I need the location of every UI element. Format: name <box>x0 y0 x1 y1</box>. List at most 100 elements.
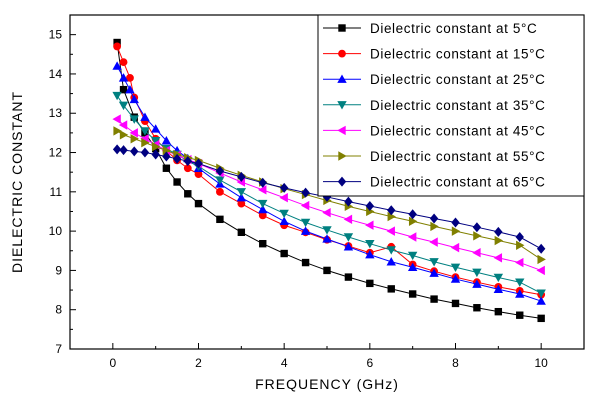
data-point <box>515 257 524 268</box>
data-point <box>515 289 525 298</box>
legend-swatch-marker <box>337 101 347 110</box>
series-2 <box>112 61 546 305</box>
data-point <box>408 290 417 298</box>
data-point <box>151 149 160 160</box>
data-point <box>118 73 129 82</box>
data-point <box>258 177 267 188</box>
data-point <box>429 237 438 247</box>
data-point <box>183 156 192 167</box>
data-point <box>365 220 374 230</box>
data-point <box>343 214 353 225</box>
legend-label: Dielectric constant at 65°C <box>370 175 545 190</box>
data-point <box>119 58 128 67</box>
data-point <box>365 249 375 259</box>
data-point <box>407 232 417 242</box>
data-point <box>236 188 247 197</box>
legend-entry: Dielectric constant at 65°C <box>323 175 545 190</box>
data-point <box>472 279 482 288</box>
legend-entry: Dielectric constant at 35°C <box>323 98 545 113</box>
data-point <box>537 254 546 265</box>
data-point <box>387 205 396 216</box>
x-tick-label: 0 <box>109 356 116 370</box>
data-point <box>172 153 182 164</box>
y-tick-label: 12 <box>49 146 63 160</box>
data-point <box>365 200 375 211</box>
legend-swatch-marker <box>337 74 347 83</box>
data-point <box>429 258 439 267</box>
data-point <box>112 114 121 124</box>
data-point <box>140 112 150 121</box>
data-point <box>113 42 122 51</box>
y-tick-label: 13 <box>49 106 63 120</box>
data-point <box>258 199 268 209</box>
data-point <box>129 128 138 138</box>
data-point <box>536 265 545 276</box>
data-point <box>258 204 268 214</box>
data-point <box>494 235 504 246</box>
legend-label: Dielectric constant at 5°C <box>370 21 537 36</box>
data-point <box>126 73 134 82</box>
data-point <box>279 216 289 225</box>
data-point <box>322 234 332 243</box>
data-point <box>473 231 482 241</box>
data-point <box>112 144 122 155</box>
data-point <box>140 147 150 158</box>
data-point <box>387 285 395 293</box>
data-point <box>516 240 525 250</box>
data-point <box>407 262 418 271</box>
legend-entry: Dielectric constant at 45°C <box>323 123 545 138</box>
data-point <box>516 311 524 319</box>
data-point <box>344 196 353 207</box>
y-tick-label: 15 <box>49 28 63 42</box>
y-tick-label: 8 <box>55 303 62 317</box>
data-point <box>194 170 203 179</box>
data-point <box>301 187 310 198</box>
x-tick-label: 2 <box>195 356 202 370</box>
data-point <box>119 130 129 140</box>
data-point <box>323 266 331 275</box>
legend-entry: Dielectric constant at 5°C <box>323 21 537 36</box>
data-point <box>429 268 439 277</box>
data-point <box>343 233 354 242</box>
data-point <box>237 171 246 182</box>
data-point <box>118 101 129 111</box>
data-point <box>194 158 203 169</box>
data-point <box>472 248 481 258</box>
data-point <box>113 38 121 47</box>
data-point <box>322 207 331 218</box>
data-point <box>125 84 135 94</box>
data-point <box>537 314 545 323</box>
data-point <box>258 185 267 195</box>
data-point <box>258 211 267 220</box>
data-point <box>408 216 418 226</box>
data-point <box>472 268 482 278</box>
series-6 <box>112 144 546 254</box>
data-point <box>365 239 375 249</box>
series-layer <box>112 38 546 323</box>
data-point <box>130 146 139 157</box>
data-point <box>280 249 288 258</box>
legend-entry: Dielectric constant at 25°C <box>323 72 545 87</box>
legend-label: Dielectric constant at 25°C <box>370 72 545 87</box>
x-tick-label: 8 <box>452 356 459 370</box>
data-point <box>343 242 354 251</box>
x-tick-label: 10 <box>534 356 548 370</box>
legend-label: Dielectric constant at 15°C <box>370 47 545 62</box>
series-4 <box>112 114 545 276</box>
data-point <box>515 278 525 287</box>
data-point <box>279 193 288 203</box>
legend: Dielectric constant at 5°C Dielectric con… <box>317 14 585 197</box>
data-point <box>150 124 161 133</box>
data-point <box>451 217 460 228</box>
legend-swatch-marker <box>338 49 346 58</box>
y-axis-title: DIELECTRIC CONSTANT <box>9 91 25 273</box>
data-point <box>430 221 439 232</box>
legend-label: Dielectric constant at 45°C <box>370 123 545 138</box>
data-point <box>536 243 546 254</box>
data-point <box>494 307 503 316</box>
data-point <box>112 91 122 101</box>
data-point <box>129 115 139 124</box>
legend-entry: Dielectric constant at 55°C <box>323 149 545 164</box>
data-point <box>162 151 171 162</box>
